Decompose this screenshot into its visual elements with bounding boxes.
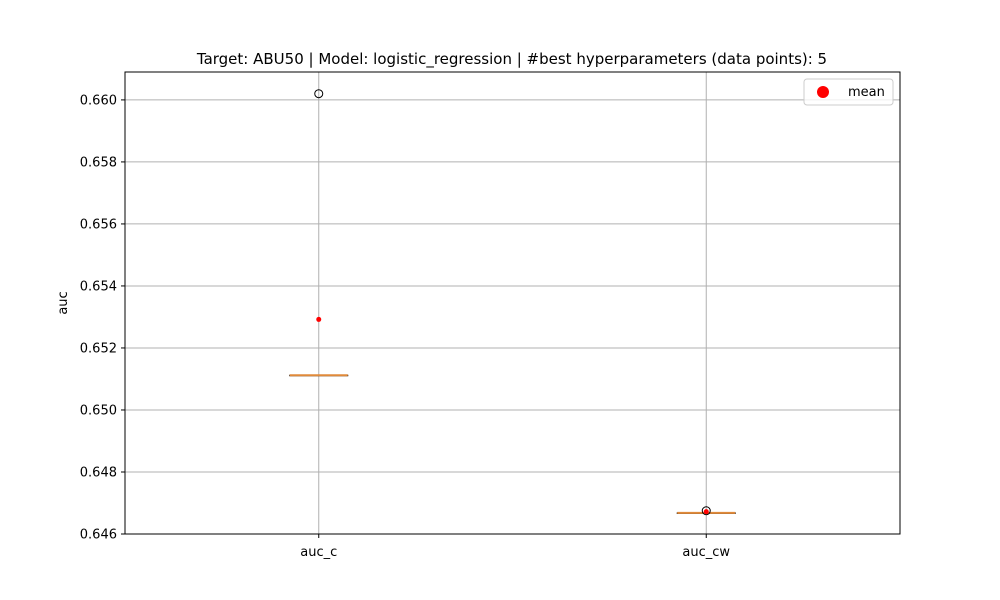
y-tick-label: 0.660: [80, 93, 117, 108]
y-tick-label: 0.652: [80, 341, 117, 356]
legend: mean: [803, 78, 894, 106]
mean-point: [316, 316, 322, 322]
chart-title: Target: ABU50 | Model: logistic_regressi…: [196, 50, 827, 69]
legend-mean-label: mean: [848, 85, 885, 100]
plot-marks: [289, 89, 736, 516]
legend-mean-marker: [817, 86, 829, 98]
y-tick-label: 0.656: [80, 217, 117, 232]
outlier-point: [701, 506, 711, 516]
y-tick-label: 0.650: [80, 403, 117, 418]
y-tick-label: 0.648: [80, 465, 117, 480]
x-tick-label: auc_c: [300, 545, 337, 560]
y-tick-label: 0.654: [80, 279, 117, 294]
outlier-point: [314, 89, 324, 99]
y-tick-label: 0.658: [80, 155, 117, 170]
x-tick-label: auc_cw: [682, 545, 730, 560]
plot-area-frame: [124, 71, 901, 535]
axis-ticks: 0.646 0.648 0.650 0.652 0.654 0.656 0.658 0.660…: [80, 93, 731, 560]
legend-box: [803, 78, 894, 106]
box-auc_cw: [676, 506, 736, 516]
mean-point: [703, 509, 709, 515]
y-axis-label: auc: [56, 291, 71, 314]
grid-lines: [125, 72, 900, 535]
box-auc_c: [289, 89, 349, 377]
y-tick-label: 0.646: [80, 528, 117, 543]
